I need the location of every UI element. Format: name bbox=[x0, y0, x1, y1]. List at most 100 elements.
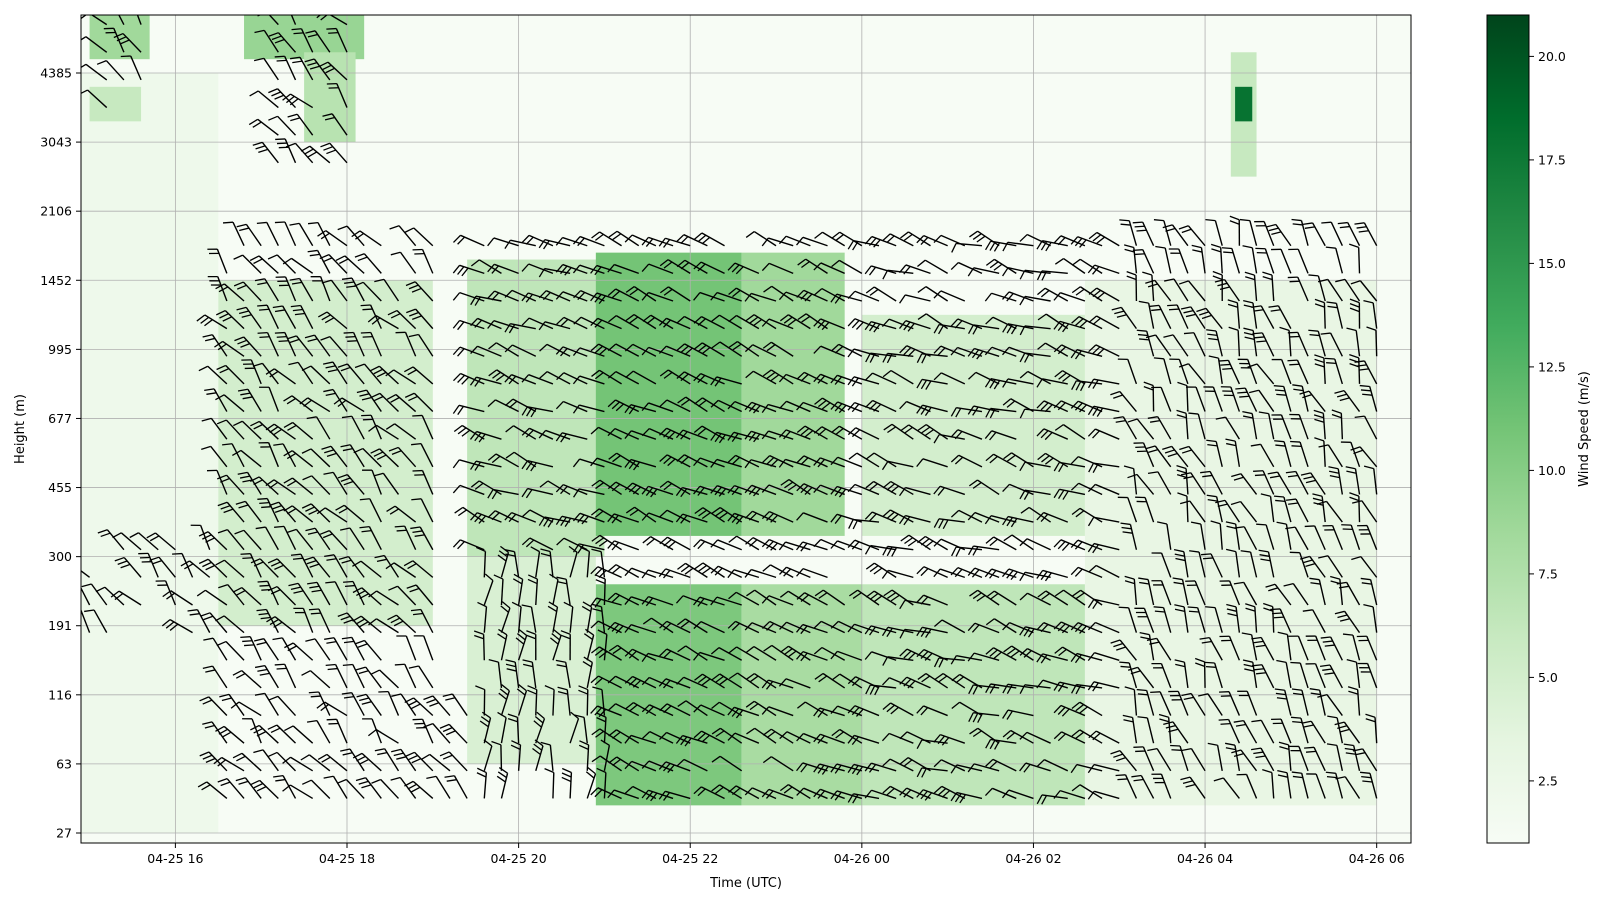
wind-barb bbox=[1173, 549, 1189, 578]
wind-barb bbox=[658, 761, 691, 773]
wind-barb bbox=[1251, 664, 1275, 689]
wind-barb bbox=[387, 309, 417, 330]
wind-barb bbox=[1321, 221, 1343, 247]
wind-barb bbox=[779, 731, 811, 744]
x-axis-ticks: 04-25 16 04-25 18 04-25 20 04-25 22 04-26 00… bbox=[147, 843, 1405, 866]
wind-barb bbox=[470, 460, 502, 471]
wind-barb bbox=[1290, 716, 1309, 744]
wind-barb bbox=[390, 776, 417, 799]
wind-barb bbox=[1036, 511, 1069, 523]
wind-barb bbox=[1227, 299, 1241, 329]
wind-barb bbox=[213, 756, 245, 772]
wind-barb bbox=[882, 702, 914, 717]
wind-barb bbox=[337, 474, 365, 495]
wind-barb bbox=[658, 237, 691, 248]
wind-barb bbox=[933, 518, 965, 530]
wind-barb bbox=[1363, 465, 1378, 495]
colorbar-tick-label: 5.0 bbox=[1538, 670, 1558, 685]
wind-barb bbox=[323, 388, 348, 412]
wind-barb bbox=[161, 619, 193, 634]
wind-barb bbox=[267, 585, 297, 606]
wind-barb bbox=[1190, 521, 1206, 550]
wind-barb bbox=[745, 700, 777, 717]
wind-barb bbox=[1188, 412, 1206, 440]
wind-barb bbox=[1151, 386, 1172, 412]
wind-barb bbox=[233, 420, 262, 440]
wind-barb bbox=[1225, 548, 1241, 578]
wind-barb bbox=[391, 748, 417, 772]
wind-barb bbox=[1349, 298, 1361, 329]
wind-barb bbox=[1156, 521, 1172, 550]
wind-barb bbox=[1239, 218, 1258, 246]
wind-barb bbox=[1019, 233, 1051, 247]
wind-barb bbox=[404, 392, 434, 413]
wind-barb bbox=[985, 240, 1017, 252]
wind-barb bbox=[1002, 683, 1034, 695]
wind-barb bbox=[916, 705, 948, 717]
wind-barb bbox=[200, 612, 228, 634]
speed-cell bbox=[861, 314, 1085, 536]
wind-barb bbox=[549, 628, 562, 661]
wind-barb bbox=[1127, 473, 1155, 495]
wind-barb bbox=[608, 452, 640, 468]
wind-barb bbox=[1359, 384, 1378, 412]
wind-barb bbox=[677, 700, 708, 717]
wind-barb bbox=[796, 425, 828, 440]
wind-barb bbox=[1053, 235, 1086, 247]
wind-barb bbox=[917, 535, 949, 551]
wind-barb bbox=[659, 427, 691, 440]
wind-barb bbox=[1231, 473, 1258, 495]
wind-barb bbox=[1117, 358, 1138, 385]
wind-barb bbox=[864, 651, 897, 661]
wind-barb bbox=[1002, 267, 1034, 277]
wind-barb bbox=[250, 558, 279, 578]
wind-barb bbox=[675, 734, 708, 747]
wind-barb bbox=[675, 595, 708, 606]
wind-barb bbox=[984, 568, 1017, 579]
wind-barb bbox=[408, 333, 434, 357]
wind-barb bbox=[744, 484, 777, 497]
wind-barb bbox=[1132, 221, 1155, 247]
wind-barb bbox=[659, 648, 691, 661]
wind-barb bbox=[539, 480, 571, 496]
wind-barb bbox=[1071, 701, 1103, 717]
wind-barb bbox=[267, 558, 297, 578]
wind-barb bbox=[1110, 639, 1137, 661]
colorbar bbox=[1486, 14, 1530, 844]
wind-barb bbox=[533, 711, 546, 744]
wind-barb bbox=[110, 590, 142, 606]
wind-barb bbox=[608, 729, 640, 744]
wind-barb bbox=[410, 608, 434, 633]
wind-barb bbox=[761, 262, 794, 275]
wind-barb bbox=[1119, 219, 1138, 246]
wind-barb bbox=[230, 701, 262, 717]
wind-barb bbox=[355, 777, 382, 799]
wind-barb bbox=[385, 369, 417, 385]
wind-barb bbox=[830, 456, 863, 468]
wind-barb bbox=[881, 732, 914, 744]
wind-barb bbox=[198, 531, 228, 551]
wind-barb bbox=[538, 238, 571, 250]
wind-barb bbox=[1203, 386, 1223, 412]
wind-barb bbox=[352, 587, 382, 606]
wind-barb bbox=[984, 430, 1017, 441]
wind-barb bbox=[659, 286, 691, 302]
wind-barb bbox=[340, 527, 365, 551]
wind-barb bbox=[360, 304, 382, 329]
wind-barb bbox=[778, 458, 811, 468]
wind-barb bbox=[1153, 219, 1172, 246]
wind-barb bbox=[659, 259, 691, 274]
wind-barb bbox=[1365, 713, 1378, 744]
wind-barb bbox=[326, 82, 348, 108]
wind-barb bbox=[187, 609, 211, 633]
wind-barb bbox=[1252, 332, 1275, 357]
wind-barb bbox=[1177, 492, 1189, 523]
wind-barb bbox=[727, 706, 760, 719]
wind-barb bbox=[572, 512, 605, 525]
wind-barb bbox=[693, 485, 725, 496]
wind-barb bbox=[1176, 465, 1189, 495]
wind-barb bbox=[1341, 524, 1361, 550]
colorbar-tick-label: 15.0 bbox=[1538, 256, 1566, 271]
wind-barb bbox=[1199, 636, 1223, 661]
wind-barb bbox=[394, 525, 417, 551]
